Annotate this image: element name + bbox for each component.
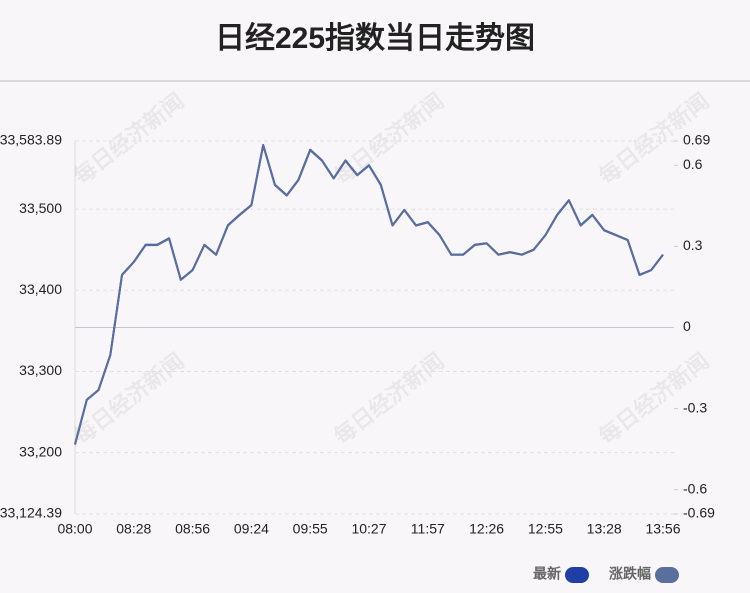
y-tick-label: 33,583.89 bbox=[0, 132, 62, 148]
series-line bbox=[74, 144, 664, 445]
y2-tick-label: -0.3 bbox=[683, 399, 707, 415]
x-tick-label: 08:56 bbox=[175, 521, 210, 537]
y2-tick-label: -0.6 bbox=[683, 480, 707, 496]
x-tick-label: 13:56 bbox=[645, 521, 680, 537]
x-tick-label: 12:26 bbox=[469, 521, 504, 537]
watermark: 每日经济新闻 bbox=[329, 348, 448, 449]
y-tick-label: 33,300 bbox=[19, 362, 62, 378]
x-tick-label: 08:00 bbox=[57, 521, 92, 537]
y2-tick-label: 0 bbox=[683, 318, 691, 334]
x-tick-label: 09:55 bbox=[293, 521, 328, 537]
y2-tick-label: 0.3 bbox=[683, 237, 703, 253]
x-tick-label: 08:28 bbox=[116, 521, 151, 537]
y-tick-label: 33,200 bbox=[19, 443, 62, 459]
watermark: 每日经济新闻 bbox=[329, 88, 448, 189]
watermark: 每日经济新闻 bbox=[69, 88, 188, 189]
y2-tick-label: 0.69 bbox=[683, 132, 710, 148]
x-tick-label: 11:57 bbox=[411, 521, 445, 537]
y-tick-label: 33,500 bbox=[19, 200, 62, 216]
legend-label: 涨跌幅 bbox=[609, 566, 651, 582]
x-tick-label: 13:28 bbox=[587, 521, 622, 537]
legend-swatch bbox=[655, 567, 679, 583]
x-tick-label: 12:55 bbox=[528, 521, 563, 537]
x-tick-label: 10:27 bbox=[351, 521, 386, 537]
x-tick-label: 09:24 bbox=[234, 521, 269, 537]
y2-tick-label: 0.6 bbox=[683, 156, 703, 172]
y-tick-label: 33,124.39 bbox=[0, 505, 62, 521]
chart-title: 日经225指数当日走势图 bbox=[215, 21, 535, 55]
y-tick-label: 33,400 bbox=[19, 281, 62, 297]
y2-tick-label: -0.69 bbox=[683, 505, 715, 521]
legend-label: 最新 bbox=[533, 566, 561, 582]
legend-swatch bbox=[565, 567, 589, 583]
